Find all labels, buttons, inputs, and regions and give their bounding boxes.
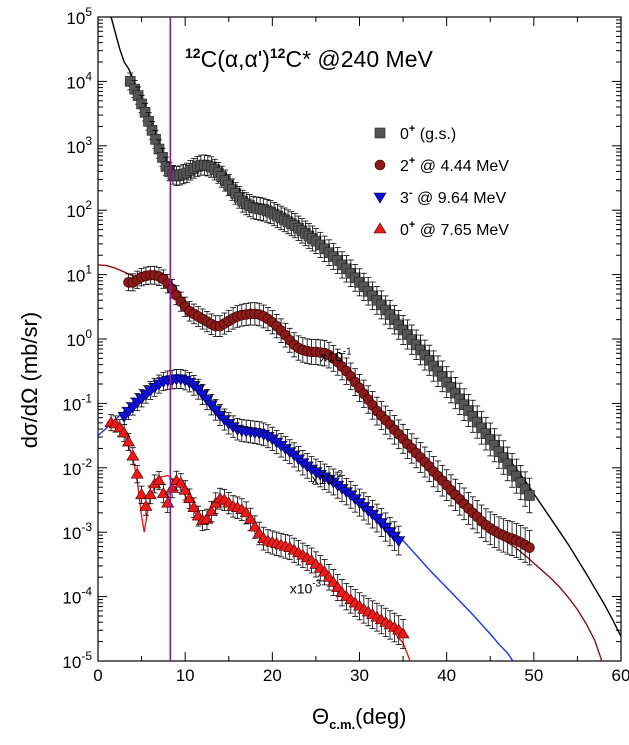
data-point-series-3 <box>121 435 136 447</box>
scale-annotations: x10-1 x10-2 x10-3 <box>290 347 352 597</box>
data-point-series-3 <box>248 520 262 532</box>
data-point-series-3 <box>204 505 218 516</box>
data-point-series-3 <box>396 627 410 639</box>
legend-label-1: 2+ @ 4.44 MeV <box>400 155 509 175</box>
x-tick-label: 30 <box>350 666 369 685</box>
data-point-series-3 <box>244 512 258 524</box>
plot-frame <box>97 16 622 662</box>
data-point-series-3 <box>187 501 201 513</box>
data-points <box>104 72 535 649</box>
y-tick-label: 10-1 <box>62 391 92 414</box>
legend: 0+ (g.s.) 2+ @ 4.44 MeV 3- @ 9.64 MeV 0+ @ … <box>373 123 509 239</box>
theory-curves <box>98 17 621 661</box>
y-axis-title: dσ/dΩ (mb/sr) <box>17 312 42 448</box>
scale-annotation-1: x10-2 <box>312 469 344 487</box>
data-point-series-1 <box>524 542 535 553</box>
legend-label-3: 0+ @ 7.65 MeV <box>400 219 509 239</box>
scale-annotation-2: x10-3 <box>290 578 322 596</box>
y-tick-label: 103 <box>66 134 92 157</box>
y-tick-label: 10-5 <box>62 649 92 672</box>
y-tick-label: 101 <box>66 263 92 286</box>
x-tick-label: 40 <box>437 666 456 685</box>
x-tick-label: 50 <box>524 666 543 685</box>
data-point-series-3 <box>152 474 166 485</box>
data-point-series-3 <box>126 449 140 461</box>
legend-marker-3 <box>373 222 387 234</box>
y-tick-label: 105 <box>66 5 92 28</box>
data-point-series-3 <box>117 426 131 438</box>
legend-marker-1 <box>374 159 386 171</box>
theory-curve-0 <box>110 17 621 637</box>
data-point-series-3 <box>139 499 153 511</box>
data-point-series-3 <box>239 506 253 518</box>
legend-label-2: 3- @ 9.64 MeV <box>400 187 507 207</box>
x-axis-title: Θc.m.(deg) <box>312 704 407 732</box>
data-point-series-3 <box>174 476 188 488</box>
chart-title: 12C(α,α')12C* @240 MeV <box>185 45 433 72</box>
data-point-series-3 <box>143 488 157 500</box>
y-tick-label: 102 <box>66 198 92 221</box>
x-tick-label: 60 <box>612 666 629 685</box>
legend-marker-0 <box>374 127 386 139</box>
y-tick-label: 100 <box>66 327 92 350</box>
data-point-series-3 <box>135 488 149 500</box>
y-tick-label: 10-4 <box>62 585 92 608</box>
theory-curve-2 <box>98 373 514 661</box>
axes: 0 10 20 30 40 50 60 105 104 103 102 101 100 10-1 10-2 1… <box>62 5 629 685</box>
data-point-series-0 <box>524 490 535 501</box>
x-tick-label: 10 <box>176 666 195 685</box>
legend-marker-2 <box>373 192 387 204</box>
y-tick-label: 10-2 <box>62 456 92 479</box>
x-tick-label: 0 <box>93 666 102 685</box>
legend-label-0: 0+ (g.s.) <box>400 123 456 143</box>
y-tick-label: 10-3 <box>62 520 92 543</box>
data-point-series-2 <box>392 536 406 548</box>
data-point-series-3 <box>130 467 144 479</box>
scale-annotation-0: x10-1 <box>320 347 352 365</box>
y-tick-label: 104 <box>66 69 92 92</box>
data-point-series-3 <box>200 512 214 524</box>
x-tick-label: 20 <box>263 666 282 685</box>
